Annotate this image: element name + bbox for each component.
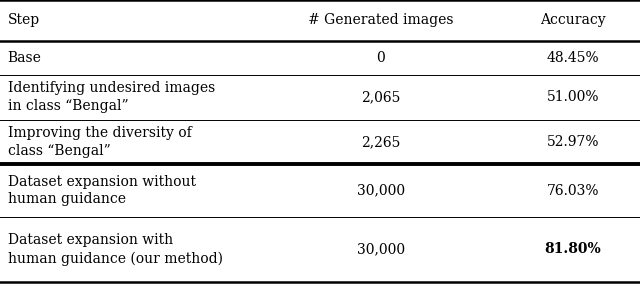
Text: Dataset expansion without
human guidance: Dataset expansion without human guidance: [8, 175, 196, 206]
Text: 48.45%: 48.45%: [547, 51, 599, 65]
Text: 81.80%: 81.80%: [545, 243, 601, 256]
Text: 51.00%: 51.00%: [547, 90, 599, 104]
Text: Identifying undesired images
in class “Bengal”: Identifying undesired images in class “B…: [8, 81, 215, 113]
Text: Step: Step: [8, 13, 40, 27]
Text: 2,265: 2,265: [361, 135, 401, 149]
Text: Improving the diversity of
class “Bengal”: Improving the diversity of class “Bengal…: [8, 126, 191, 158]
Text: 52.97%: 52.97%: [547, 135, 599, 149]
Text: 30,000: 30,000: [356, 183, 405, 198]
Text: Accuracy: Accuracy: [540, 13, 605, 27]
Text: 0: 0: [376, 51, 385, 65]
Text: Dataset expansion with
human guidance (our method): Dataset expansion with human guidance (o…: [8, 233, 223, 266]
Text: 30,000: 30,000: [356, 243, 405, 256]
Text: Base: Base: [8, 51, 42, 65]
Text: 76.03%: 76.03%: [547, 183, 599, 198]
Text: # Generated images: # Generated images: [308, 13, 454, 27]
Text: 2,065: 2,065: [361, 90, 401, 104]
